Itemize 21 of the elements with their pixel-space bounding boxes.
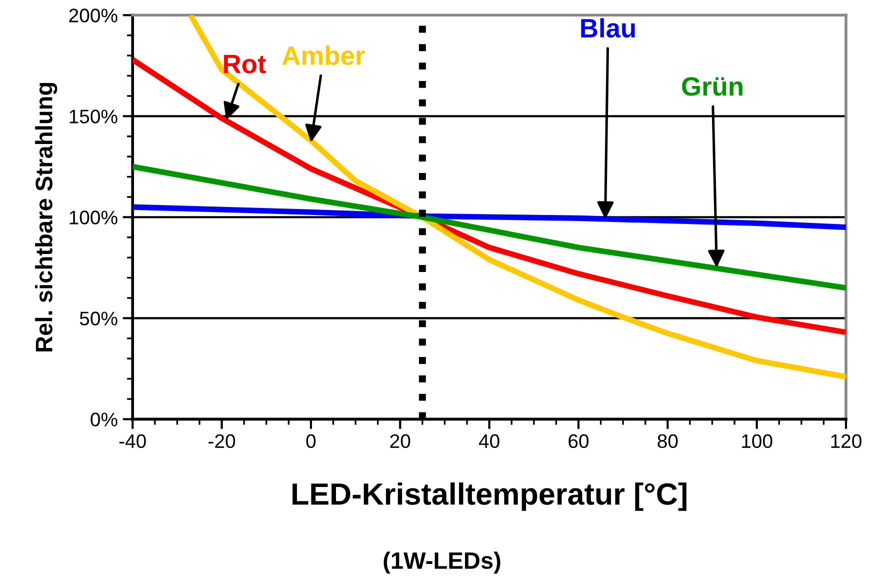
y-tick-label: 100% bbox=[70, 210, 118, 224]
text: (1W-LEDs) bbox=[384, 552, 500, 574]
x-axis-title: LED-Kristalltemperatur [°C] bbox=[292, 482, 686, 511]
x-tick-label: -40 bbox=[119, 434, 146, 448]
x-tick-label: -20 bbox=[208, 434, 236, 448]
x-tick-label: 120 bbox=[831, 434, 862, 448]
annotation: Grün bbox=[682, 77, 742, 96]
y-tick-label: 200% bbox=[69, 8, 118, 22]
y-tick-label: 150% bbox=[70, 110, 118, 124]
annotation: Rot bbox=[224, 54, 266, 74]
x-tick-label: 100 bbox=[742, 434, 772, 448]
x-tick-label: 20 bbox=[390, 434, 410, 448]
y-tick-label: 0% bbox=[90, 412, 118, 426]
annotation: Amber bbox=[282, 46, 365, 65]
y-tick-label: 50% bbox=[80, 312, 118, 326]
x-tick-label: 40 bbox=[478, 434, 500, 448]
x-tick-label: 80 bbox=[658, 434, 678, 448]
x-tick-label: 60 bbox=[568, 434, 589, 448]
y-axis-title: Rel. sichtbare Strahlung bbox=[35, 82, 58, 352]
annotation: Blau bbox=[581, 18, 635, 38]
x-tick-label: 0 bbox=[306, 434, 316, 448]
